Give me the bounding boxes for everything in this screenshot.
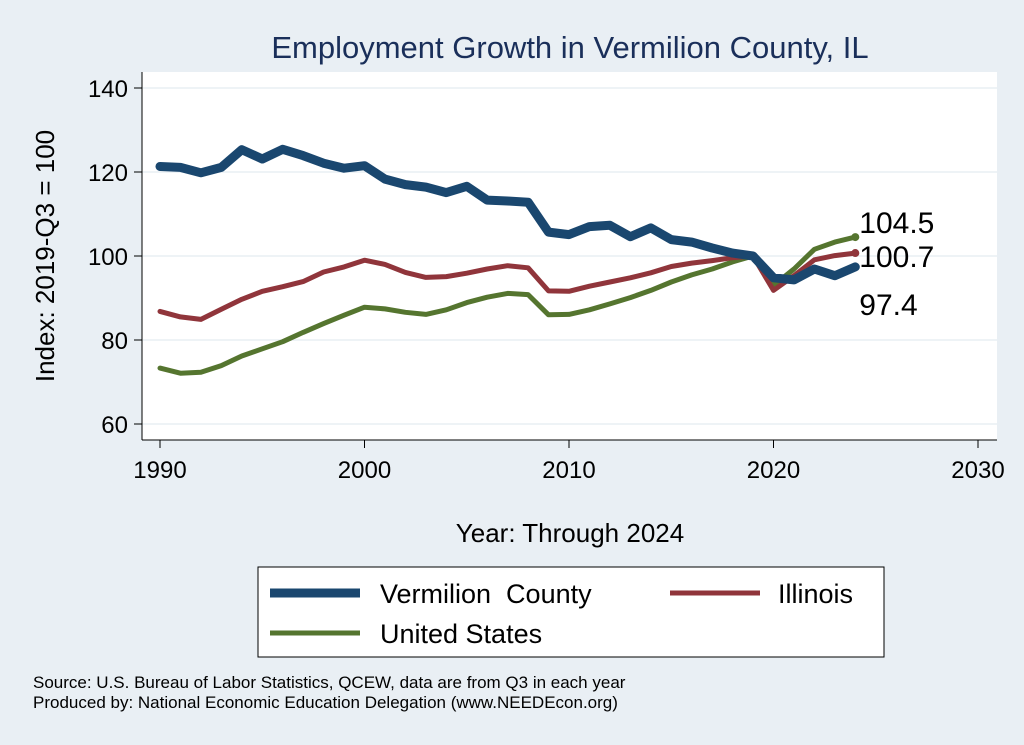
- x-tick-label-3: 2020: [747, 457, 800, 484]
- y-tick-label-3: 120: [88, 160, 128, 187]
- y-tick-label-4: 140: [88, 76, 128, 103]
- y-tick-label-2: 100: [88, 244, 128, 271]
- chart-title: Employment Growth in Vermilion County, I…: [271, 30, 868, 65]
- x-tick-label-0: 1990: [133, 457, 186, 484]
- x-tick-label-2: 2010: [542, 457, 595, 484]
- legend-box: [257, 566, 885, 658]
- end-marker-0: [851, 262, 860, 271]
- series-line-0: [155, 144, 860, 285]
- source-note: Source: U.S. Bureau of Labor Statistics,…: [33, 673, 626, 692]
- end-marker-1: [851, 249, 860, 258]
- legend-label-us: United States: [380, 619, 542, 649]
- legend-label-illinois: Illinois: [778, 579, 853, 609]
- end-label-2: 104.5: [859, 207, 934, 240]
- axes: 60 80 100 120 140 1990 2000 2010 2020 2030: [88, 72, 1005, 484]
- y-tick-label-1: 80: [101, 328, 128, 355]
- end-label-1: 100.7: [859, 241, 934, 274]
- legend-label-vermilion: Vermilion County: [380, 579, 592, 609]
- series-lines: [155, 144, 860, 376]
- end-marker-2: [851, 233, 860, 242]
- x-tick-label-4: 2030: [951, 457, 1004, 484]
- x-tick-label-1: 2000: [338, 457, 391, 484]
- x-axis-title: Year: Through 2024: [456, 518, 684, 548]
- legend: Vermilion County Illinois United States: [257, 566, 885, 658]
- end-label-0: 97.4: [859, 289, 917, 322]
- series-line-2: [157, 234, 858, 376]
- produced-by-note: Produced by: National Economic Education…: [33, 693, 618, 712]
- y-axis-title: Index: 2019-Q3 = 100: [30, 130, 60, 382]
- y-tick-label-0: 60: [101, 412, 128, 439]
